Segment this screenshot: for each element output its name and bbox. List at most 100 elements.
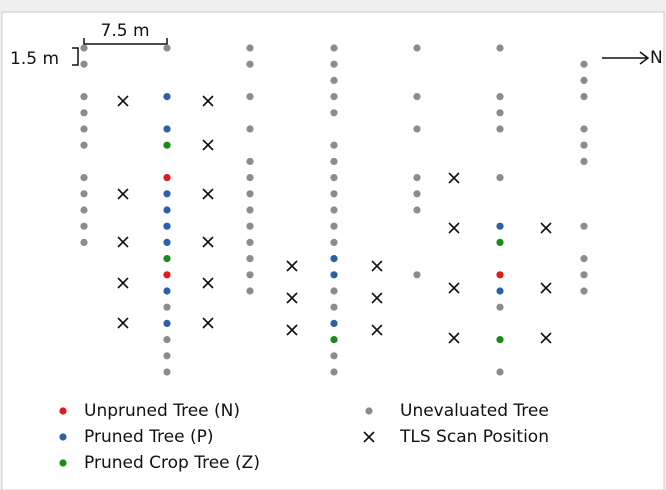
scan-position [117,95,129,107]
tree [330,174,338,182]
tree [80,222,88,230]
tree [496,93,504,101]
tree [496,238,504,246]
trees [80,44,588,376]
tree [163,287,171,295]
tree [580,141,588,149]
tree [496,222,504,230]
tree [580,287,588,295]
scan-position [448,172,460,184]
tree [80,125,88,133]
scan-position [117,188,129,200]
tree [330,287,338,295]
scan-position [117,236,129,248]
scan-position [371,324,383,336]
tree [496,109,504,117]
tree [163,141,171,149]
tree [80,190,88,198]
tree [580,76,588,84]
tree [330,190,338,198]
tree [80,60,88,68]
tree [496,287,504,295]
tree [496,174,504,182]
legend-symbol [59,407,67,415]
tree [330,222,338,230]
scan-position [202,139,214,151]
tree [80,238,88,246]
tree [163,238,171,246]
tree [580,271,588,279]
tree [580,255,588,263]
tree [163,125,171,133]
tree [163,319,171,327]
tree [163,174,171,182]
tree [580,125,588,133]
tree [413,174,421,182]
legend: Unpruned Tree (N) Pruned Tree (P) Pruned C… [59,401,549,473]
tree [163,303,171,311]
tree [246,60,254,68]
tree [330,238,338,246]
scale-label: 1.5 m [10,49,59,69]
scan-position [202,277,214,289]
scan-position [371,260,383,272]
north-arrow [602,51,650,65]
tree [580,93,588,101]
tree [330,206,338,214]
legend-label: Unevaluated Tree [400,401,549,421]
legend-symbol [363,431,375,443]
tree [330,336,338,344]
scan-position [371,292,383,304]
scan-position [286,324,298,336]
tree [330,44,338,52]
scale-bar-horizontal [83,38,168,45]
tree [80,93,88,101]
scan-position [448,332,460,344]
tree [246,174,254,182]
tree [496,44,504,52]
tree [496,125,504,133]
scan-position [448,282,460,294]
tree [246,93,254,101]
tree [413,190,421,198]
scan-position [540,332,552,344]
scale-bar-vertical [72,47,79,66]
tree [163,255,171,263]
scan-position [117,277,129,289]
tree [330,303,338,311]
scan-position [540,222,552,234]
tree [246,157,254,165]
tree [330,255,338,263]
tree [413,125,421,133]
scan-position [117,317,129,329]
tree [580,157,588,165]
tree [246,238,254,246]
tree [163,44,171,52]
tree [413,93,421,101]
tree [163,190,171,198]
tree [496,303,504,311]
tree [496,368,504,376]
tree [246,44,254,52]
tree [163,352,171,360]
scan-position [202,95,214,107]
scan-position [448,222,460,234]
tree [80,109,88,117]
tree [80,141,88,149]
scan-position [286,292,298,304]
tree [80,44,88,52]
scan-position [540,282,552,294]
scale-label: 7.5 m [101,21,150,41]
tree [246,287,254,295]
tree [330,271,338,279]
legend-label: Pruned Tree (P) [84,427,213,447]
legend-symbol [365,407,373,415]
tree [330,93,338,101]
tree [163,368,171,376]
tree [246,271,254,279]
tree [246,255,254,263]
tree [163,336,171,344]
tree [246,125,254,133]
